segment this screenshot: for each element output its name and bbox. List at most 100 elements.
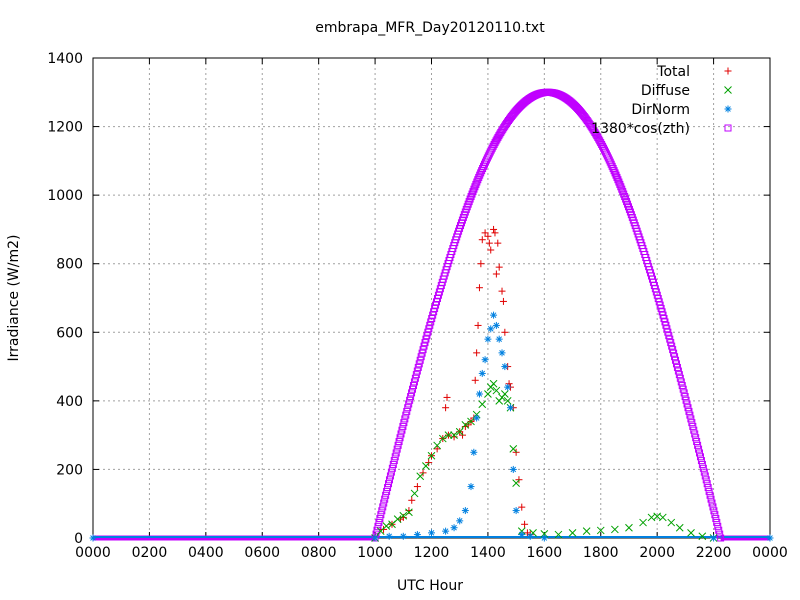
- cos-curve-point: [702, 476, 710, 484]
- cos-curve-point: [681, 393, 689, 401]
- cos-curve-point: [476, 171, 484, 179]
- diffuse-point: [500, 390, 509, 398]
- diffuse-point: [687, 529, 695, 537]
- cos-curve-point: [704, 484, 712, 492]
- cos-curve-point: [619, 188, 627, 196]
- cos-curve-point: [418, 349, 426, 357]
- x-tick-label: 0200: [132, 545, 168, 561]
- cos-curve-point: [716, 530, 724, 538]
- diffuse-point: [433, 441, 441, 450]
- cos-curve-point: [381, 495, 389, 503]
- cos-curve-point: [392, 449, 400, 457]
- cos-curve-point: [391, 453, 399, 461]
- x-tick-label: 0000: [752, 545, 788, 561]
- diffuse-point: [698, 532, 707, 541]
- dirnorm-point: [506, 404, 514, 412]
- cos-curve-point: [477, 169, 485, 177]
- cos-curve-point: [687, 415, 695, 423]
- diffuse-point: [658, 513, 667, 522]
- cos-curve-point: [473, 178, 481, 186]
- total-point: [477, 260, 485, 268]
- total-point: [487, 246, 495, 254]
- total-point: [484, 232, 492, 240]
- diffuse-point: [675, 523, 684, 532]
- cos-curve-point: [414, 363, 422, 371]
- x-tick-label: 0000: [75, 545, 111, 561]
- cos-curve-point: [711, 511, 719, 519]
- plot-area: [89, 88, 774, 542]
- total-point: [474, 321, 482, 329]
- total-point: [473, 349, 481, 357]
- dirnorm-point: [509, 465, 517, 473]
- total-point: [413, 483, 421, 491]
- cos-curve-point: [615, 178, 623, 186]
- cos-curve-point: [611, 169, 619, 177]
- total-point: [495, 263, 503, 271]
- total-point: [492, 270, 500, 278]
- cos-curve-point: [673, 363, 681, 371]
- dirnorm-point: [399, 532, 407, 540]
- cos-curve-point: [696, 449, 704, 457]
- cos-curve-point: [691, 430, 699, 438]
- dirnorm-point: [481, 356, 489, 364]
- total-point: [443, 393, 451, 401]
- cos-curve-point: [376, 515, 384, 523]
- dirnorm-point: [540, 534, 548, 542]
- legend-label-total: Total: [656, 64, 690, 80]
- cos-curve-point: [699, 464, 707, 472]
- dirnorm-point: [498, 349, 506, 357]
- cos-curve-point: [712, 515, 720, 523]
- dirnorm-point: [371, 534, 379, 542]
- cos-curve-point: [703, 480, 711, 488]
- diffuse-point: [416, 472, 425, 481]
- cos-curve-point: [385, 480, 393, 488]
- cos-curve-point: [395, 438, 403, 446]
- cos-curve-point: [714, 522, 722, 530]
- diffuse-point: [444, 431, 453, 439]
- cos-curve-point: [620, 190, 628, 198]
- total-point: [494, 239, 502, 247]
- diffuse-point: [568, 529, 577, 537]
- legend-marker-dirnorm: [724, 105, 732, 113]
- x-tick-label: 1400: [470, 545, 506, 561]
- cos-curve-point: [701, 472, 709, 480]
- cos-curve-point: [617, 183, 625, 191]
- cos-curve-point: [669, 346, 677, 354]
- y-tick-label: 600: [56, 325, 83, 341]
- cos-curve-point: [407, 393, 415, 401]
- diffuse-point: [450, 431, 458, 439]
- cos-curve-point: [612, 171, 620, 179]
- diffuse-point: [478, 400, 487, 409]
- cos-curve-point: [710, 507, 718, 515]
- cos-curve-point: [695, 445, 703, 453]
- cos-curve-point: [678, 382, 686, 390]
- dirnorm-point: [450, 524, 458, 532]
- cos-curve-point: [709, 503, 717, 511]
- cos-curve-point: [684, 404, 692, 412]
- diffuse-point: [461, 421, 470, 429]
- cos-curve-point: [717, 534, 725, 542]
- cos-curve-point: [393, 445, 401, 453]
- cos-curve-point: [469, 188, 477, 196]
- dirnorm-point: [487, 325, 495, 333]
- cos-curve-point: [618, 185, 626, 193]
- x-tick-label: 1000: [357, 545, 393, 561]
- cos-curve-point: [692, 434, 700, 442]
- dirnorm-point: [492, 321, 500, 329]
- legend-label-1380-cos-zth-: 1380*cos(zth): [591, 121, 690, 137]
- cos-curve-point: [408, 389, 416, 397]
- diffuse-point: [427, 451, 436, 460]
- diffuse-point: [489, 379, 498, 388]
- cos-curve-point: [388, 464, 396, 472]
- diffuse-point: [467, 417, 475, 426]
- diffuse-point: [509, 445, 518, 453]
- dirnorm-point: [512, 507, 520, 515]
- cos-curve-point: [689, 422, 697, 430]
- cos-curve-point: [386, 472, 394, 480]
- dirnorm-point: [504, 383, 512, 391]
- cos-curve-point: [400, 419, 408, 427]
- diffuse-point: [410, 489, 419, 498]
- diffuse-point: [382, 522, 391, 530]
- x-tick-label: 1200: [414, 545, 450, 561]
